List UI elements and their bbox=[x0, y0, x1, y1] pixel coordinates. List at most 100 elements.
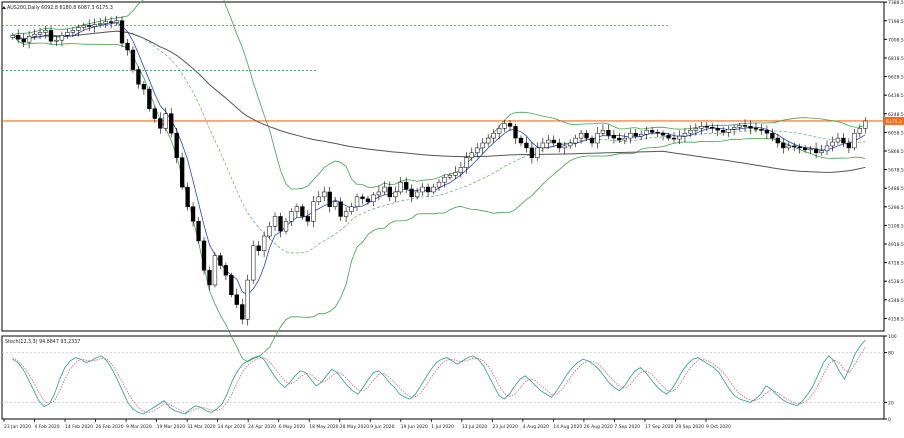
candle-body bbox=[737, 125, 742, 128]
candle-body bbox=[464, 157, 469, 168]
candle-body bbox=[726, 129, 731, 133]
candle-body bbox=[633, 132, 638, 137]
candle-body bbox=[212, 255, 218, 286]
candle-body bbox=[600, 130, 606, 134]
x-tick-label: 28 May 2020 bbox=[340, 424, 369, 430]
candle-body bbox=[333, 201, 338, 207]
y-tick-label: 5678.5 bbox=[888, 168, 904, 174]
x-tick-label: 9 Oct 2020 bbox=[706, 424, 731, 430]
short-moving-average bbox=[12, 22, 866, 296]
y-tick-label: 6248.5 bbox=[888, 112, 904, 118]
candle-body bbox=[721, 130, 726, 133]
y-tick-label: 4918.5 bbox=[888, 242, 904, 248]
long-moving-average bbox=[12, 30, 866, 173]
candle-body bbox=[753, 128, 759, 130]
candle-body bbox=[573, 137, 578, 144]
candle-body bbox=[628, 132, 633, 139]
stoch-tick-label: 100 bbox=[888, 334, 897, 340]
candle-body bbox=[611, 134, 617, 139]
stoch-tick-label: 20 bbox=[888, 400, 894, 406]
candle-body bbox=[486, 137, 491, 144]
candle-body bbox=[365, 198, 371, 202]
candle-body bbox=[475, 147, 480, 154]
candle-body bbox=[179, 157, 185, 188]
candle-body bbox=[125, 42, 130, 51]
x-tick-label: 7 Sep 2020 bbox=[614, 424, 640, 430]
candle-body bbox=[759, 129, 764, 131]
candle-body bbox=[234, 294, 239, 305]
candle-body bbox=[797, 146, 802, 149]
candle-body bbox=[677, 135, 682, 140]
candle-body bbox=[207, 270, 212, 286]
candle-body bbox=[316, 196, 321, 203]
candle-body bbox=[108, 21, 114, 23]
candle-body bbox=[786, 145, 791, 149]
candle-body bbox=[513, 126, 518, 139]
x-tick-label: 9 Jun 2020 bbox=[370, 424, 394, 430]
candle-body bbox=[371, 194, 376, 202]
candle-body bbox=[174, 132, 179, 158]
y-tick-label: 6438.5 bbox=[888, 93, 904, 99]
candle-body bbox=[420, 186, 425, 193]
candle-body bbox=[436, 181, 442, 188]
bollinger-lower-band bbox=[12, 35, 866, 363]
y-tick-label: 5298.5 bbox=[888, 205, 904, 211]
candle-body bbox=[731, 127, 737, 130]
candle-body bbox=[218, 255, 223, 266]
candle-body bbox=[16, 35, 21, 40]
candle-body bbox=[606, 130, 611, 136]
candle-body bbox=[103, 21, 108, 24]
x-tick-label: 14 Apr 2020 bbox=[218, 424, 246, 430]
candle-body bbox=[649, 130, 655, 133]
candle-body bbox=[409, 188, 414, 198]
candle-body bbox=[354, 196, 360, 207]
candle-body bbox=[622, 137, 627, 141]
candle-body bbox=[551, 139, 556, 144]
candle-body bbox=[245, 279, 250, 320]
candle-body bbox=[311, 201, 316, 222]
candle-body bbox=[447, 175, 453, 178]
candle-body bbox=[26, 36, 32, 43]
candle-body bbox=[824, 145, 830, 152]
candle-body bbox=[376, 191, 382, 196]
candle-body bbox=[163, 113, 168, 129]
candle-body bbox=[682, 132, 688, 137]
candle-body bbox=[567, 142, 573, 147]
x-tick-label: 19 Jun 2020 bbox=[401, 424, 428, 430]
candle-body bbox=[278, 216, 283, 232]
candle-body bbox=[98, 23, 103, 25]
candle-body bbox=[10, 35, 15, 38]
candle-body bbox=[76, 27, 81, 31]
y-tick-label: 7008.5 bbox=[888, 37, 904, 43]
candle-body bbox=[343, 211, 349, 217]
y-tick-label: 5108.5 bbox=[888, 223, 904, 229]
x-tick-label: 1 Jul 2020 bbox=[431, 424, 454, 430]
y-tick-label: 4728.5 bbox=[888, 261, 904, 267]
y-tick-label: 4538.5 bbox=[888, 279, 904, 285]
candle-body bbox=[240, 304, 245, 320]
candle-body bbox=[70, 30, 76, 33]
bollinger-upper-band bbox=[12, 0, 866, 190]
candle-body bbox=[414, 191, 420, 198]
candle-body bbox=[453, 172, 458, 176]
candle-body bbox=[671, 137, 677, 140]
candle-body bbox=[742, 125, 748, 127]
candle-body bbox=[660, 132, 666, 136]
x-tick-label: 4 Aug 2020 bbox=[523, 424, 549, 430]
x-tick-label: 23 Jan 2020 bbox=[4, 424, 31, 430]
y-tick-label: 6628.5 bbox=[888, 75, 904, 81]
candle-body bbox=[589, 137, 595, 144]
candle-body bbox=[114, 20, 119, 23]
candle-body bbox=[857, 128, 862, 134]
candle-body bbox=[469, 152, 474, 158]
x-tick-label: 31 Mar 2020 bbox=[187, 424, 216, 430]
title-arrow-icon bbox=[2, 6, 6, 9]
candle-body bbox=[322, 191, 327, 198]
bollinger-middle-band bbox=[12, 30, 866, 254]
candle-body bbox=[535, 147, 540, 158]
candle-body bbox=[119, 20, 125, 44]
candle-body bbox=[835, 137, 841, 143]
candle-body bbox=[152, 108, 157, 119]
candle-body bbox=[382, 186, 387, 193]
